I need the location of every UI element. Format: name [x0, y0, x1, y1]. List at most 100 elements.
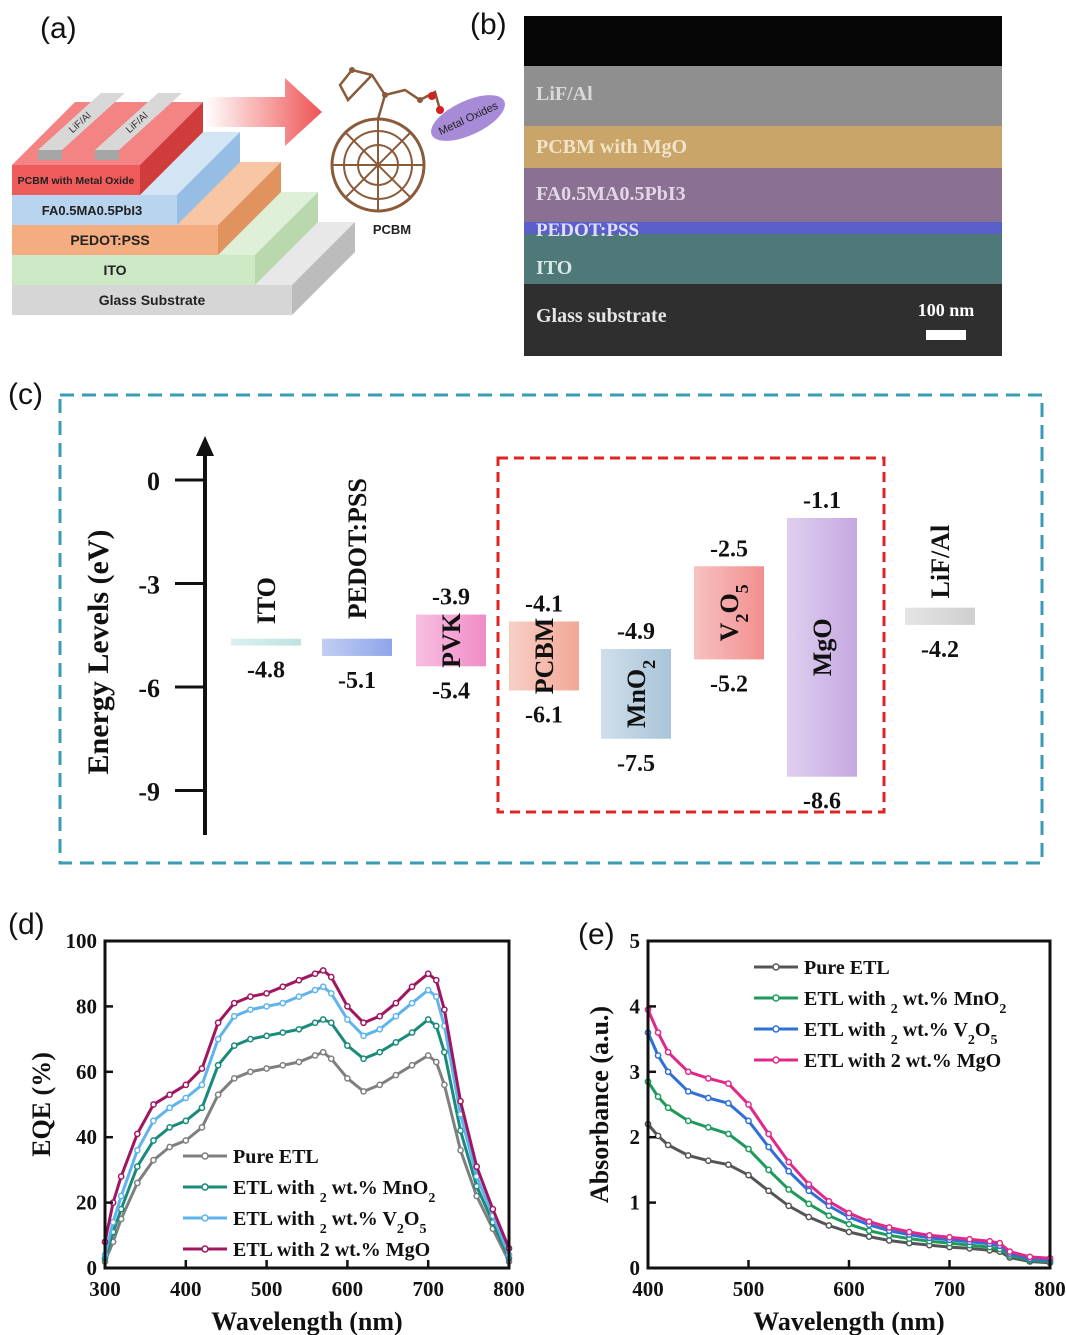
eqe-point [295, 1025, 303, 1033]
abs-point [765, 1130, 772, 1138]
eqe-point [360, 1055, 367, 1063]
panel-c-letter: (c) [8, 378, 43, 411]
abs-point [654, 1029, 662, 1036]
eqe-point [327, 973, 335, 981]
eqe-point [360, 1019, 367, 1027]
eqe-point [214, 1035, 222, 1043]
eqe-point [230, 1074, 238, 1082]
abs-point [704, 1074, 712, 1082]
abs-point [785, 1202, 793, 1210]
energy-material-label: MgO [808, 618, 837, 676]
energy-bar-lifal: -4.2 LiF/Al [905, 525, 975, 663]
metal-oxide-icon: Metal Oxides [431, 95, 505, 141]
abs-ytick-label: 5 [630, 929, 641, 953]
panel-e-letter: (e) [578, 918, 615, 951]
abs-point [704, 1124, 712, 1131]
absorbance-chart: 400 500 600 700 800 0 1 2 3 4 5 Wavelength (nm) Abso… [585, 929, 1066, 1335]
sem-pedot-label: PEDOT:PSS [536, 220, 639, 241]
energy-bottom-label: -5.2 [710, 671, 748, 697]
energy-bottom-label: -7.5 [617, 751, 655, 777]
abs-ylabel: Absorbance (a.u.) [585, 1006, 614, 1203]
eqe-point [424, 1052, 432, 1059]
eqe-legend-label: ETL with 2 wt.% MgO [233, 1239, 430, 1261]
eqe-point [214, 1061, 222, 1069]
eqe-point [230, 999, 238, 1007]
eqe-point [432, 1058, 440, 1066]
eqe-point [247, 1035, 254, 1043]
eqe-point [457, 1127, 464, 1135]
abs-point [805, 1200, 813, 1208]
energy-material-label: PEDOT:PSS [343, 478, 372, 619]
abs-point [825, 1197, 833, 1205]
eqe-ytick-label: 60 [76, 1060, 97, 1084]
energy-tick-label-3: -9 [138, 778, 160, 807]
abs-point [664, 1104, 672, 1112]
eqe-point [109, 1218, 117, 1226]
abs-point [946, 1233, 953, 1241]
abs-point [684, 1152, 692, 1159]
eqe-point [344, 1042, 351, 1049]
device-schematic: Glass Substrate ITO PEDOT:PSS FA0.5MA0.5… [12, 67, 505, 315]
eqe-point [214, 1091, 222, 1099]
abs-point [725, 1130, 732, 1138]
abs-point [805, 1187, 813, 1195]
eqe-point [327, 1019, 335, 1027]
eqe-point [263, 989, 270, 997]
energy-diagram: Energy Levels (eV) 0 -3 -6 -9 -4.8 ITO -5.1 PE… [58, 393, 1044, 865]
abs-legend-label: Pure ETL [804, 957, 890, 979]
eqe-point [311, 986, 319, 994]
abs-point [704, 1094, 712, 1102]
energy-bottom-label: -5.1 [338, 668, 376, 694]
eqe-chart: 300 400 500 600 700 800 0 20 40 60 80 100 Wavelength… [27, 929, 525, 1335]
abs-point [986, 1237, 994, 1245]
eqe-xtick-label: 700 [412, 1277, 444, 1301]
eqe-point [319, 1048, 327, 1056]
panel-a-letter: (a) [40, 12, 77, 45]
eqe-point [432, 976, 440, 984]
eqe-point [311, 1052, 319, 1059]
abs-point [725, 1161, 732, 1169]
eqe-point [392, 1039, 400, 1046]
abs-point [765, 1187, 772, 1195]
energy-bar-v2o5: -2.5 -5.2 V2O5 [694, 536, 764, 697]
eqe-point [327, 989, 335, 997]
energy-top-label: -3.9 [432, 585, 470, 611]
abs-point [785, 1158, 793, 1166]
eqe-xtick-label: 300 [89, 1277, 121, 1301]
eqe-xtick-label: 600 [332, 1277, 364, 1301]
eqe-point [133, 1130, 141, 1138]
eqe-xtick-label: 800 [493, 1277, 525, 1301]
energy-bar-ito: -4.8 ITO [231, 577, 301, 684]
abs-point [865, 1218, 873, 1225]
abs-point [684, 1117, 692, 1125]
energy-bottom-label: -4.2 [921, 637, 959, 663]
eqe-point [117, 1192, 125, 1200]
abs-point [745, 1145, 752, 1153]
eqe-point [473, 1163, 481, 1170]
eqe-point [408, 999, 416, 1007]
sem-pcbm-band [524, 126, 1002, 168]
pvk-label: FA0.5MA0.5PbI3 [42, 203, 142, 218]
abs-point [905, 1228, 913, 1236]
eqe-xtick-label: 400 [170, 1277, 202, 1301]
eqe-point [424, 970, 432, 978]
abs-ytick-label: 4 [630, 994, 641, 1018]
eqe-point [311, 970, 319, 978]
pcbm-molecule-icon [330, 67, 444, 213]
panel-b-letter: (b) [470, 8, 507, 41]
eqe-point [279, 1029, 287, 1036]
abs-xtick-label: 700 [934, 1277, 966, 1301]
eqe-point [247, 993, 254, 1000]
eqe-point [279, 983, 287, 991]
eqe-ytick-label: 80 [76, 994, 97, 1018]
eqe-point [279, 999, 287, 1007]
eqe-point [295, 976, 303, 984]
pedot-label: PEDOT:PSS [70, 232, 149, 248]
abs-point [725, 1099, 732, 1107]
eqe-point [441, 1048, 448, 1056]
energy-tick-label-0: 0 [147, 467, 160, 496]
abs-point [704, 1157, 712, 1165]
abs-point [654, 1052, 662, 1059]
abs-point [865, 1227, 873, 1235]
